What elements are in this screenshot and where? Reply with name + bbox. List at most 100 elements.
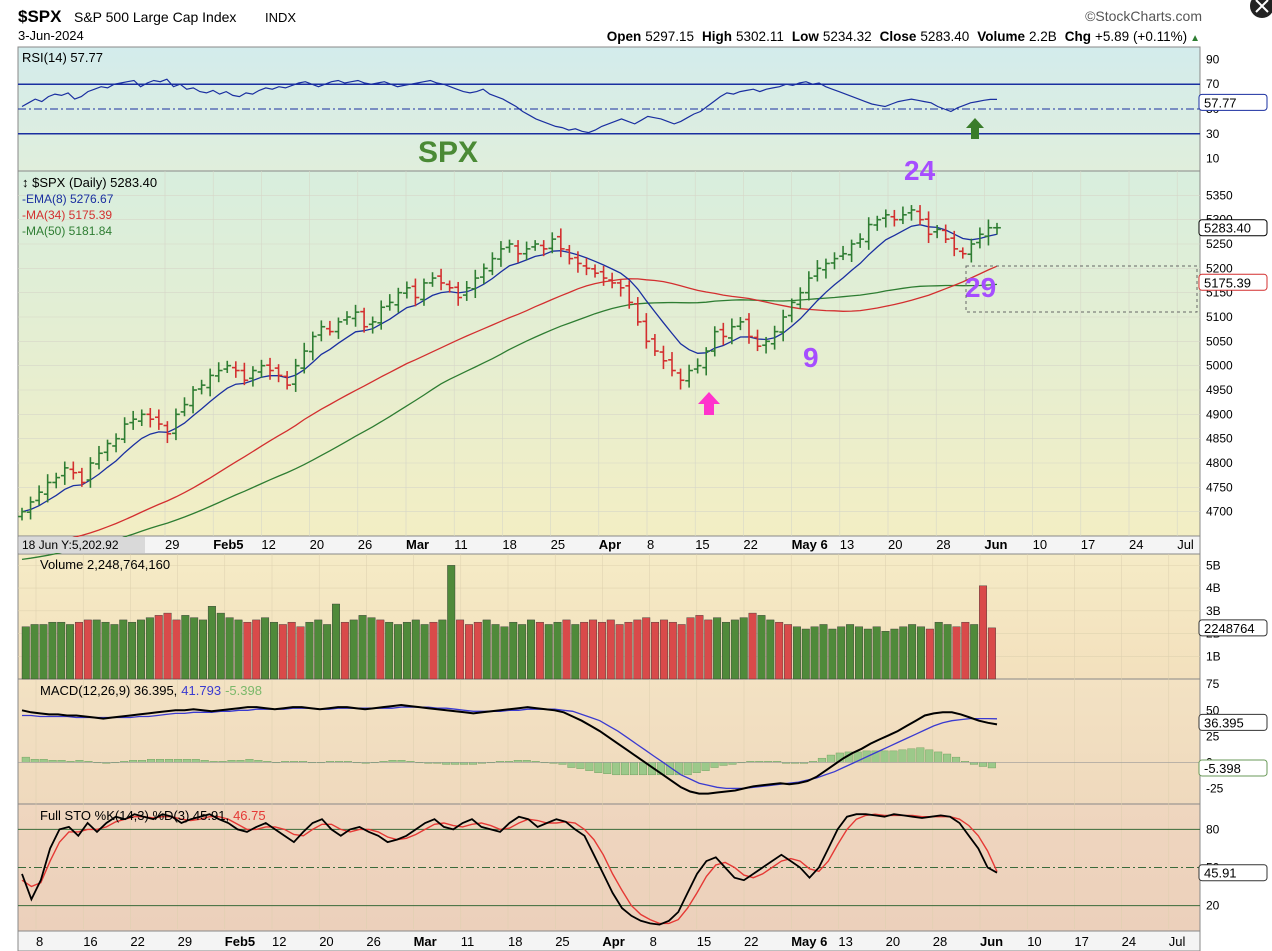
volume-bar-11	[119, 619, 128, 680]
volume-bar-8	[92, 619, 101, 680]
bottom-date-label-12: Apr	[602, 934, 624, 949]
price-legend: ↕ $SPX (Daily) 5283.40 -EMA(8) 5276.67 -MA…	[22, 175, 157, 238]
volume-bar-64	[589, 619, 598, 680]
mid-date-axis: 29 Feb5 12 20 26 Mar 11 18 25 Apr 8 15 22 May 6 13 20 28…	[165, 537, 1194, 552]
price-layer	[18, 205, 1001, 561]
bottom-date-label-8: Mar	[414, 934, 437, 949]
volume-bar-58	[535, 621, 544, 680]
price-legend-item-2: -MA(34) 5175.39	[22, 208, 112, 222]
volume-bar-42	[394, 624, 403, 680]
macd-hist-last-label-box	[1198, 759, 1268, 777]
volume-bar-44	[411, 619, 420, 680]
grid-lines	[18, 171, 1200, 929]
volume-bar-82	[748, 612, 757, 680]
chg-value: +5.89 (+0.11%)	[1095, 29, 1187, 44]
volume-bar-28	[269, 621, 278, 680]
volume-bar-96	[872, 626, 881, 680]
mid-date-label-19: 17	[1081, 537, 1095, 552]
macd-hist-bar-75	[692, 762, 701, 773]
macd-hist-bar-50	[469, 762, 478, 765]
mid-date-label-0: 29	[165, 537, 179, 552]
macd-hist-bar-107	[978, 762, 987, 767]
volume-bar-25	[243, 621, 252, 680]
volume-tick-4: 1B	[1206, 649, 1221, 663]
bottom-date-label-17: 13	[838, 934, 852, 949]
bottom-date-label-19: 28	[933, 934, 947, 949]
volume-bar-33	[314, 619, 323, 680]
volume-bar-2	[39, 624, 48, 680]
volume-bar-32	[305, 621, 314, 680]
volume-bar-4	[57, 621, 66, 680]
volume-bar-12	[128, 621, 137, 680]
bottom-date-label-24: Jul	[1169, 934, 1186, 949]
macd-hist-bar-106	[969, 762, 978, 765]
macd-title-hist: -5.398	[225, 683, 262, 698]
label-29: 29	[965, 272, 996, 303]
volume-bar-95	[863, 628, 872, 680]
volume-bar-100	[908, 624, 917, 680]
volume-bar-22	[216, 612, 225, 680]
ma34-last-label: 5175.39	[1204, 275, 1251, 290]
bottom-date-label-20: Jun	[980, 934, 1003, 949]
rsi-tick-0: 90	[1206, 52, 1220, 66]
volume-bar-26	[252, 619, 261, 680]
macd-tick-0: 75	[1206, 677, 1220, 691]
rsi-layer	[18, 78, 1200, 135]
bottom-date-label-15: 22	[744, 934, 758, 949]
close-label: Close	[880, 29, 917, 44]
volume-bar-17	[172, 619, 181, 680]
bottom-date-label-14: 15	[697, 934, 711, 949]
macd-hist-bar-12	[129, 760, 138, 763]
bottom-date-label-16: May 6	[791, 934, 827, 949]
volume-bar-40	[376, 619, 385, 680]
volume-bar-52	[482, 619, 491, 680]
volume-bar-92	[837, 626, 846, 680]
macd-signal-line	[22, 706, 998, 790]
volume-bar-36	[340, 621, 349, 680]
bottom-date-axis-labels: 8 16 22 29 Feb5 12 20 26 Mar 11 18 25 Apr 8 15 22 May 6 1…	[36, 934, 1186, 949]
ohlc-readout: Open 5297.15 High 5302.11 Low 5234.32 Close 528…	[607, 29, 1200, 44]
close-value: 5283.40	[920, 29, 969, 44]
volume-bar-6	[74, 621, 83, 680]
price-tick-13: 4700	[1206, 505, 1233, 519]
volume-bar-90	[819, 624, 828, 680]
bottom-date-label-2: 22	[130, 934, 144, 949]
volume-bar-23	[225, 617, 234, 680]
macd-hist-bar-47	[442, 762, 451, 765]
bottom-date-label-22: 17	[1074, 934, 1088, 949]
chg-label: Chg	[1065, 29, 1091, 44]
volume-last-label-box	[1198, 619, 1268, 637]
macd-hist-bar-23	[227, 760, 236, 763]
rsi-title: RSI(14) 57.77	[22, 50, 103, 65]
macd-hist-bar-17	[173, 759, 182, 763]
macd-hist-bar-41	[388, 760, 397, 763]
macd-hist-bar-104	[952, 756, 961, 763]
volume-bar-87	[792, 626, 801, 680]
sto-tick-0: 80	[1206, 822, 1220, 836]
mid-date-label-14: 13	[840, 537, 854, 552]
high-value: 5302.11	[736, 29, 784, 44]
macd-hist-bar-97	[889, 750, 898, 763]
cursor-readout-box	[19, 537, 145, 553]
volume-bar-86	[784, 624, 793, 680]
volume-bar-85	[775, 621, 784, 680]
volume-bar-98	[890, 628, 899, 680]
close-icon[interactable]	[1248, 0, 1272, 20]
macd-hist-bar-100	[916, 747, 925, 763]
green-up-arrow-icon	[966, 118, 984, 139]
volume-bar-57	[527, 619, 535, 680]
volume-bar-9	[101, 621, 110, 680]
macd-hist-bar-79	[728, 762, 737, 765]
volume-tick-0: 5B	[1206, 558, 1221, 572]
macd-hist-bar-99	[907, 748, 916, 763]
volume-bar-46	[429, 621, 438, 680]
macd-hist-bar-62	[576, 762, 585, 769]
volume-bar-50	[464, 624, 473, 680]
price-last-label: 5283.40	[1204, 221, 1251, 236]
macd-hist-bar-48	[451, 762, 460, 765]
volume-bar-73	[668, 621, 677, 680]
volume-bar-65	[597, 621, 606, 680]
ma34-line	[21, 265, 998, 551]
volume-bar-43	[402, 621, 411, 680]
mid-date-label-20: 24	[1129, 537, 1143, 552]
